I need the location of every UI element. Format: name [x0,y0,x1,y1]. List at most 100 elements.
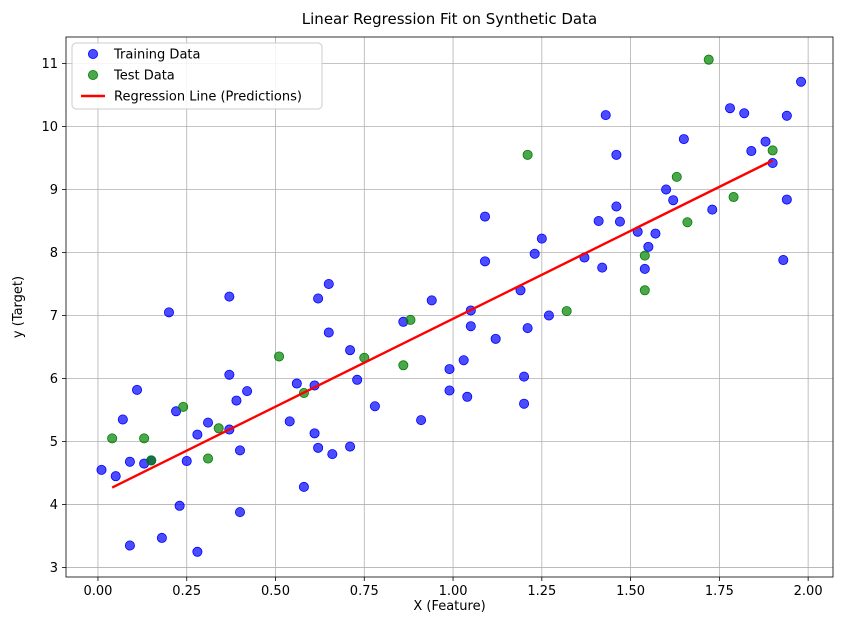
data-point [203,417,214,428]
data-point [224,291,235,302]
data-point [682,217,693,228]
data-point [543,310,554,321]
data-point [767,145,778,156]
data-point [668,195,679,206]
data-point [146,455,157,466]
x-tick-label: 1.50 [616,584,645,599]
data-point [728,192,739,203]
legend-label: Training Data [113,48,200,63]
y-tick-label: 10 [41,120,58,135]
data-point [117,414,128,425]
plot-area-background [66,37,833,577]
data-point [597,262,608,273]
x-tick-label: 1.75 [705,584,734,599]
y-tick-label: 8 [50,246,58,261]
data-point [242,386,253,397]
data-point [178,401,189,412]
legend-marker [88,70,99,81]
y-tick-label: 3 [50,561,58,576]
data-point [462,391,473,402]
legend-box [71,42,323,110]
data-point [746,146,757,157]
data-point [345,441,356,452]
data-point [96,464,107,475]
data-point [181,456,192,467]
legend-label: Regression Line (Predictions) [114,90,302,105]
data-point [171,406,182,417]
data-point [110,471,121,482]
data-point [639,285,650,296]
data-point [174,500,185,511]
data-point [224,369,235,380]
data-point [522,323,533,334]
data-point [203,453,214,464]
data-point [284,416,295,427]
data-point [611,149,622,160]
data-point [352,374,363,385]
data-point [536,233,547,244]
data-point [561,306,572,317]
data-point [291,378,302,389]
data-point [643,241,654,252]
plot-frame [65,36,834,578]
y-tick-label: 6 [50,372,58,387]
x-tick-label: 1.00 [439,584,468,599]
data-point [132,384,143,395]
data-point [444,385,455,396]
data-point [323,327,334,338]
data-point [298,481,309,492]
y-axis-title: y (Target) [11,276,26,338]
data-point [611,201,622,212]
data-point [163,307,174,318]
y-tick-label: 9 [50,183,58,198]
data-point [739,108,750,119]
data-point [519,398,530,409]
data-point [213,423,224,434]
data-point [107,433,118,444]
data-point [480,211,491,222]
data-point [522,149,533,160]
data-point [519,371,530,382]
data-point [192,429,203,440]
data-point [405,314,416,325]
y-tick-label: 11 [41,57,58,72]
data-point [309,428,320,439]
data-point [231,395,242,406]
ticks: 0.00 0.25 0.50 0.75 1.00 1.25 1.50 1.75 2.00 3 4 5 6… [41,57,822,599]
data-point [327,449,338,460]
data-point [600,110,611,121]
data-point [778,255,789,266]
data-point [725,103,736,114]
x-tick-label: 0.50 [261,584,290,599]
y-tick-label: 5 [50,435,58,450]
data-point [781,194,792,205]
data-point [139,433,150,444]
data-point [639,263,650,274]
data-point [593,215,604,226]
data-point [426,295,437,306]
data-point [323,279,334,290]
series-0 [96,76,807,557]
y-tick-label: 4 [50,498,58,513]
legend-item: Test Data [88,69,175,84]
data-point [639,250,650,261]
y-tick-label: 7 [50,309,58,324]
data-point [124,540,135,551]
regression-line [111,159,774,489]
data-point [416,415,427,426]
chart-title: Linear Regression Fit on Synthetic Data [302,10,597,28]
data-point [234,445,245,456]
grid [66,37,833,577]
data-point [529,248,540,259]
legend: Training Data Test Data Regression Line (P… [71,42,323,110]
data-point [444,364,455,375]
data-point [480,256,491,267]
x-tick-label: 1.25 [527,584,556,599]
data-point [345,345,356,356]
x-tick-label: 0.25 [172,584,201,599]
legend-marker [88,49,99,60]
data-point [274,351,285,362]
data-point [760,136,771,147]
data-point [707,204,718,215]
